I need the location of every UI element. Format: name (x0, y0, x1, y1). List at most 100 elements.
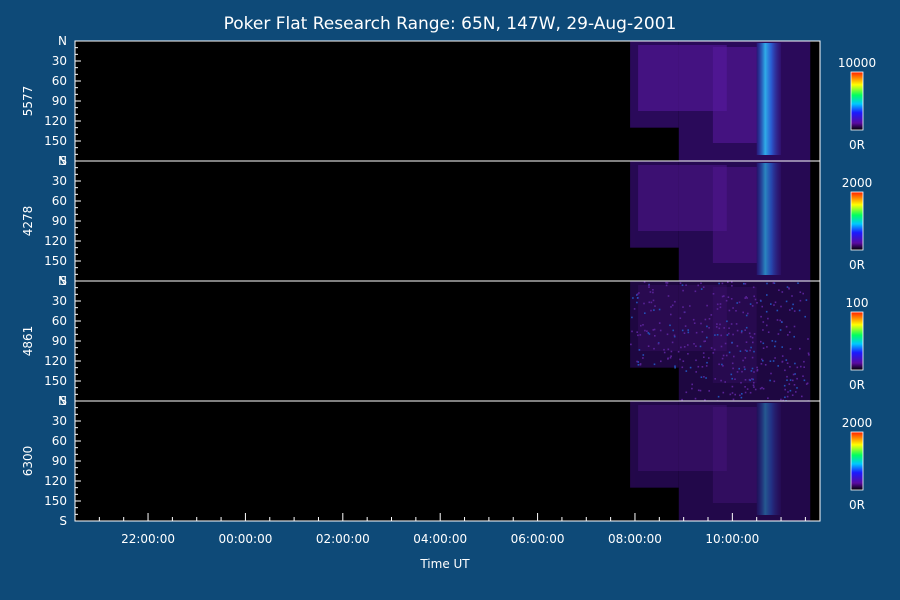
noise-dot (673, 335, 676, 338)
noise-dot (773, 304, 775, 306)
x-tick-label: 02:00:00 (316, 532, 370, 546)
noise-dot (699, 345, 702, 348)
noise-dot (806, 382, 809, 385)
noise-dot (751, 336, 754, 339)
noise-dot (747, 312, 749, 315)
noise-dot (751, 367, 754, 370)
noise-dot (718, 363, 720, 366)
noise-dot (736, 371, 739, 373)
x-tick-label: 04:00:00 (413, 532, 467, 546)
panels-group: N 30 60 90 120 150 S 5577 10000 0R N 30 60 90 120 150 S 4… (21, 34, 876, 528)
noise-dot (781, 321, 783, 323)
noise-dot (794, 373, 796, 375)
noise-dot (637, 297, 639, 299)
noise-dot (727, 281, 729, 283)
y-tick-label: 60 (52, 194, 67, 208)
noise-dot (762, 347, 765, 349)
noise-dot (805, 383, 808, 385)
noise-dot (736, 329, 739, 332)
noise-dot (766, 346, 768, 348)
noise-dot (754, 388, 757, 391)
noise-dot (802, 292, 804, 295)
emission-diffuse-arc (638, 285, 727, 351)
noise-dot (682, 306, 684, 308)
noise-dot (738, 367, 740, 370)
noise-dot (762, 329, 764, 331)
noise-dot (789, 331, 791, 333)
y-tick-label: 120 (44, 234, 67, 248)
noise-dot (793, 384, 796, 386)
noise-dot (777, 365, 779, 367)
noise-dot (785, 325, 788, 328)
noise-dot (667, 295, 670, 297)
noise-dot (694, 290, 697, 293)
noise-dot (706, 325, 708, 328)
noise-dot (773, 380, 776, 383)
noise-dot (745, 314, 748, 317)
noise-dot (639, 363, 642, 366)
panel-label: 4861 (21, 326, 35, 357)
noise-dot (654, 335, 656, 337)
panel-emission (630, 281, 811, 403)
noise-dot (648, 301, 651, 304)
noise-dot (724, 381, 726, 383)
noise-dot (732, 367, 734, 370)
noise-dot (731, 281, 733, 283)
noise-dot (756, 366, 758, 369)
noise-dot (648, 283, 650, 286)
noise-dot (774, 357, 776, 359)
emission-diffuse-band (712, 287, 757, 383)
noise-dot (720, 334, 722, 337)
noise-dot (774, 301, 777, 304)
noise-dot (716, 323, 718, 325)
noise-dot (761, 358, 763, 361)
noise-dot (753, 350, 755, 353)
emission-diffuse-arc (638, 165, 727, 231)
noise-dot (683, 311, 686, 314)
noise-dot (739, 394, 741, 397)
panel-6300: N 30 60 90 120 150 S 6300 2000 0R (21, 394, 872, 528)
noise-dot (687, 353, 689, 355)
noise-dot (752, 378, 754, 381)
noise-dot (793, 325, 796, 328)
noise-dot (742, 359, 744, 362)
noise-dot (772, 282, 775, 284)
noise-dot (654, 305, 656, 307)
noise-dot (805, 299, 808, 301)
y-tick-label: 60 (52, 314, 67, 328)
noise-dot (708, 390, 710, 392)
noise-dot (740, 331, 743, 334)
noise-dot (774, 345, 776, 348)
noise-dot (754, 298, 757, 301)
noise-dot (682, 360, 685, 362)
noise-dot (762, 321, 765, 323)
noise-dot (704, 318, 707, 321)
noise-dot (697, 365, 700, 368)
y-tick-label: 150 (44, 374, 67, 388)
noise-dot (697, 284, 699, 287)
noise-dot (693, 343, 695, 345)
noise-dot (749, 335, 752, 338)
y-tick-label: 30 (52, 54, 67, 68)
emission-late-block (678, 161, 811, 281)
noise-dot (658, 322, 661, 324)
noise-dot (730, 323, 733, 325)
noise-dot (643, 302, 645, 305)
noise-dot (778, 289, 780, 291)
noise-dot (650, 301, 653, 304)
noise-dot (643, 281, 646, 283)
noise-dot (700, 288, 703, 290)
noise-dot (735, 323, 738, 325)
noise-dot (783, 384, 786, 387)
noise-dot (803, 360, 805, 363)
noise-dot (746, 388, 749, 390)
noise-dot (792, 379, 794, 382)
noise-dot (700, 376, 703, 378)
noise-dot (725, 354, 728, 357)
noise-dot (753, 371, 755, 373)
noise-dot (799, 347, 801, 350)
noise-dot (646, 330, 648, 332)
noise-dot (785, 359, 788, 361)
noise-dot (710, 314, 713, 316)
noise-dot (734, 378, 736, 380)
